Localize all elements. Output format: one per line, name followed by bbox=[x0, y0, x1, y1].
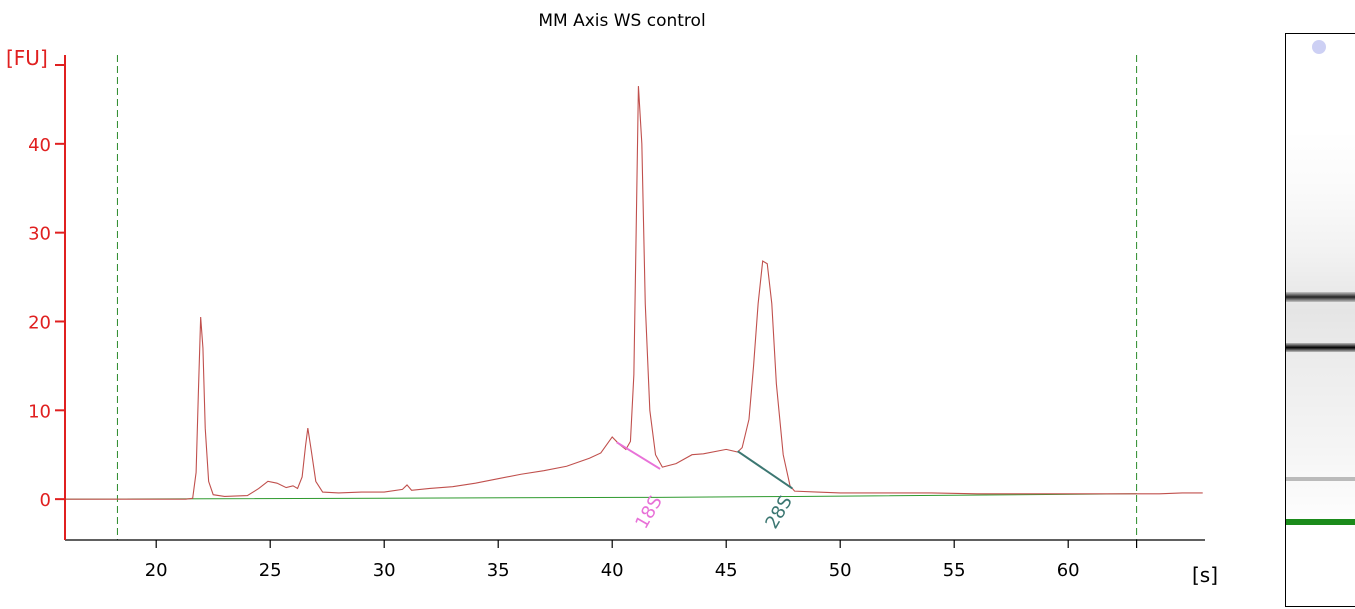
x-tick-label-50: 50 bbox=[829, 560, 852, 581]
electropherogram-chart: MM Axis WS control 18S 28S 20 25 30 35 40 45 50… bbox=[6, 11, 1218, 587]
annotation-line-28s bbox=[737, 450, 793, 490]
peak-annotations: 18S 28S bbox=[616, 441, 797, 533]
baseline-layer bbox=[64, 493, 1137, 500]
gel-band-18s bbox=[1286, 343, 1355, 352]
axes: 20 25 30 35 40 45 50 55 60 0 10 20 30 40 bbox=[28, 55, 1205, 581]
x-tick-label-45: 45 bbox=[715, 560, 738, 581]
gel-band-28s bbox=[1286, 292, 1355, 302]
x-axis-label: [s] bbox=[1192, 563, 1218, 587]
gel-band-marker bbox=[1286, 519, 1355, 525]
y-tick-label-10: 10 bbox=[28, 401, 51, 422]
annotation-label-28s: 28S bbox=[761, 492, 796, 532]
y-tick-label-30: 30 bbox=[28, 224, 51, 245]
series-line-0 bbox=[65, 86, 1203, 500]
x-tick-label-20: 20 bbox=[145, 560, 168, 581]
gel-smear bbox=[1286, 129, 1355, 534]
y-tick-label-40: 40 bbox=[28, 135, 51, 156]
baseline-line bbox=[64, 493, 1137, 500]
x-tick-label-40: 40 bbox=[601, 560, 624, 581]
x-tick-label-30: 30 bbox=[373, 560, 396, 581]
y-tick-label-20: 20 bbox=[28, 312, 51, 333]
gel-band-small bbox=[1286, 477, 1355, 481]
series-layer bbox=[65, 86, 1203, 500]
annotation-label-18s: 18S bbox=[631, 492, 666, 532]
x-tick-label-60: 60 bbox=[1057, 560, 1080, 581]
y-axis-label: [FU] bbox=[6, 46, 48, 70]
gel-marker-dot bbox=[1312, 40, 1326, 54]
x-tick-label-35: 35 bbox=[487, 560, 510, 581]
dashed-markers bbox=[116, 55, 1138, 540]
x-tick-label-55: 55 bbox=[943, 560, 966, 581]
y-tick-label-0: 0 bbox=[40, 490, 51, 511]
chart-title: MM Axis WS control bbox=[538, 11, 705, 31]
annotation-line-18s bbox=[616, 441, 661, 470]
gel-image bbox=[1285, 33, 1355, 607]
x-tick-label-25: 25 bbox=[259, 560, 282, 581]
